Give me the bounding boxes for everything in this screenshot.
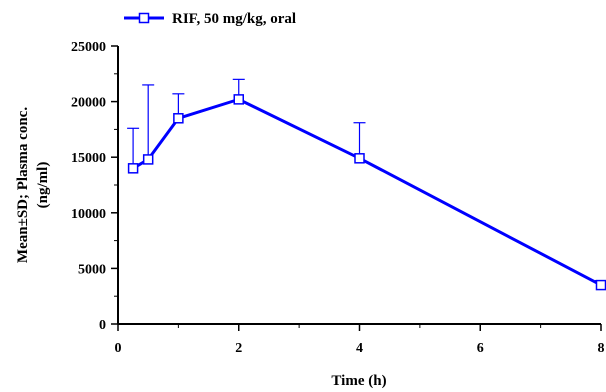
data-point [173,113,184,124]
y-tick-label: 10000 [71,207,106,222]
data-point [127,163,139,174]
y-axis-label-line-2: (ng/ml) [35,162,51,209]
x-tick-label: 4 [356,341,363,356]
y-tick-label: 0 [99,318,106,333]
x-axis-label: Time (h) [331,373,386,389]
x-tick-label: 0 [115,341,122,356]
legend-label: RIF, 50 mg/kg, oral [172,11,296,27]
axes [117,46,601,325]
x-ticks: 0 2 4 6 8 [115,324,605,356]
series-line [132,97,602,287]
y-axis-label-line-1: Mean±SD; Plasma conc. [15,107,31,263]
y-tick-label: 25000 [71,40,106,55]
x-tick-label: 2 [235,341,242,356]
x-tick-label: 8 [598,341,605,356]
data-point [142,154,154,165]
y-ticks: 0 5000 10000 15000 20000 25000 [71,40,118,333]
data-markers [127,94,606,291]
error-bars [127,78,606,286]
data-point [233,94,244,105]
data-point [354,153,365,164]
legend: RIF, 50 mg/kg, oral [124,11,296,27]
x-tick-label: 6 [477,341,484,356]
series-lines [132,97,602,287]
y-tick-label: 5000 [78,262,106,277]
y-axis-label: Mean±SD; Plasma conc. (ng/ml) [15,107,51,263]
legend-marker [138,12,150,24]
y-tick-label: 15000 [71,151,106,166]
data-point [595,279,606,291]
y-tick-label: 20000 [71,96,106,111]
